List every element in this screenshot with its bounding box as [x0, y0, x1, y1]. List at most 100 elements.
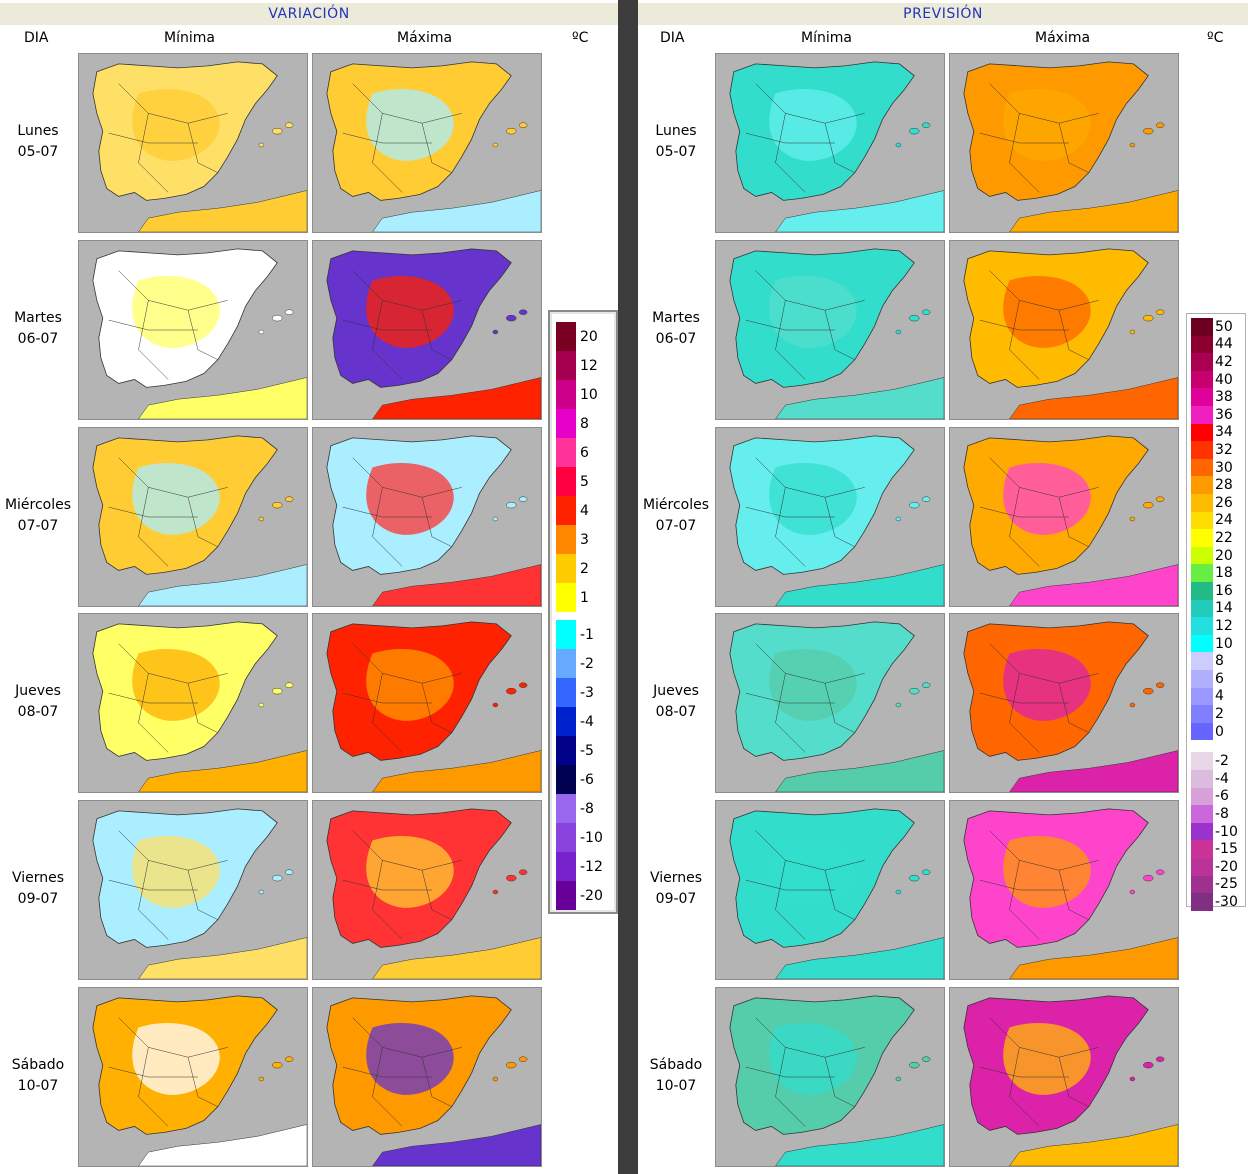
legend-label: 24 [1215, 512, 1233, 529]
legend-swatch [1191, 529, 1213, 547]
forecast-min-map [715, 613, 945, 793]
variation-day-label: Martes 06-07 [0, 308, 76, 350]
legend-label: 30 [1215, 459, 1233, 476]
legend-swatch [556, 765, 576, 794]
legend-swatch [1191, 494, 1213, 512]
variation-min-map [78, 800, 308, 980]
forecast-min-map [715, 53, 945, 233]
forecast-title: PREVISIÓN [638, 3, 1248, 25]
day-name: Martes [652, 310, 700, 326]
legend-swatch [556, 881, 576, 910]
legend-label: -8 [580, 800, 594, 817]
legend-swatch [1191, 687, 1213, 706]
forecast-max-map [949, 987, 1179, 1167]
legend-label: 12 [1215, 618, 1233, 634]
legend-swatch [1191, 564, 1213, 582]
variation-min-map [78, 987, 308, 1167]
legend-label: 50 [1215, 318, 1233, 335]
legend-swatch [1191, 705, 1213, 723]
legend-label: -25 [1215, 876, 1238, 893]
day-name: Martes [14, 310, 62, 326]
legend-label: 10 [1215, 635, 1233, 652]
legend-swatch [1191, 652, 1213, 670]
forecast-min-map [715, 427, 945, 607]
legend-swatch [556, 409, 576, 438]
variation-legend: 20 12 10 8 6 5 4 3 2 1 -1 -2 -3 -4 -5 -6 -8 -10 -12 -20 [548, 310, 618, 914]
legend-swatch [1191, 805, 1213, 823]
legend-label: 42 [1215, 354, 1233, 370]
legend-label: -4 [580, 713, 594, 730]
variation-max-map [312, 240, 542, 420]
variation-min-map [78, 427, 308, 607]
forecast-unit: ºC [1207, 30, 1224, 46]
day-date: 07-07 [655, 518, 697, 534]
legend-swatch [1191, 582, 1213, 600]
legend-label: -20 [580, 887, 603, 904]
legend-swatch [556, 736, 576, 765]
legend-label: 16 [1215, 582, 1233, 599]
legend-label: 18 [1215, 565, 1233, 582]
legend-label: 6 [580, 444, 589, 461]
legend-label: 2 [1215, 706, 1224, 722]
legend-swatch [1191, 599, 1213, 618]
variation-max-map [312, 427, 542, 607]
variation-min-map [78, 240, 308, 420]
variation-unit: ºC [572, 30, 589, 46]
legend-label: -3 [580, 684, 594, 701]
legend-label: -6 [1215, 788, 1229, 805]
forecast-min-header: Mínima [801, 30, 852, 46]
legend-label: 14 [1215, 600, 1233, 617]
legend-label: -5 [580, 742, 594, 759]
forecast-min-map [715, 800, 945, 980]
legend-swatch [556, 649, 576, 678]
forecast-day-label: Sábado 10-07 [638, 1055, 714, 1097]
legend-swatch [1191, 353, 1213, 371]
day-date: 09-07 [17, 891, 59, 907]
legend-swatch [1191, 840, 1213, 858]
legend-label: 0 [1215, 723, 1224, 740]
legend-swatch [556, 852, 576, 881]
forecast-min-map [715, 987, 945, 1167]
day-name: Jueves [653, 683, 699, 699]
legend-swatch [556, 794, 576, 823]
legend-label: 20 [580, 328, 598, 345]
legend-swatch [556, 583, 576, 612]
forecast-max-map [949, 800, 1179, 980]
legend-swatch [1191, 752, 1213, 770]
legend-label: 20 [1215, 547, 1233, 564]
legend-label: 26 [1215, 494, 1233, 511]
variation-max-map [312, 53, 542, 233]
variation-max-map [312, 613, 542, 793]
legend-swatch [1191, 318, 1213, 336]
variation-title: VARIACIÓN [0, 3, 618, 25]
legend-swatch [1191, 458, 1213, 477]
variation-day-label: Viernes 09-07 [0, 868, 76, 910]
legend-label: -30 [1215, 894, 1238, 910]
legend-label: 10 [580, 386, 598, 403]
day-name: Sábado [649, 1057, 703, 1073]
legend-swatch [556, 496, 576, 525]
legend-label: 12 [580, 357, 598, 374]
variation-day-label: Sábado 10-07 [0, 1055, 76, 1097]
legend-label: -10 [580, 829, 603, 846]
legend-swatch [556, 554, 576, 583]
legend-swatch [556, 525, 576, 554]
day-name: Miércoles [4, 497, 72, 513]
legend-label: 40 [1215, 371, 1233, 388]
legend-label: 32 [1215, 442, 1233, 458]
legend-swatch [1191, 370, 1213, 389]
legend-swatch [556, 678, 576, 707]
legend-label: -1 [580, 626, 594, 643]
day-name: Lunes [655, 123, 697, 139]
legend-label: 4 [580, 502, 589, 519]
forecast-day-header: DIA [660, 30, 685, 46]
legend-label: 28 [1215, 477, 1233, 494]
day-date: 08-07 [17, 704, 59, 720]
forecast-day-label: Lunes 05-07 [638, 121, 714, 163]
legend-label: 34 [1215, 424, 1233, 441]
day-date: 06-07 [655, 331, 697, 347]
variation-day-label: Lunes 05-07 [0, 121, 76, 163]
forecast-max-header: Máxima [1035, 30, 1091, 46]
day-name: Miércoles [642, 497, 710, 513]
variation-max-map [312, 800, 542, 980]
